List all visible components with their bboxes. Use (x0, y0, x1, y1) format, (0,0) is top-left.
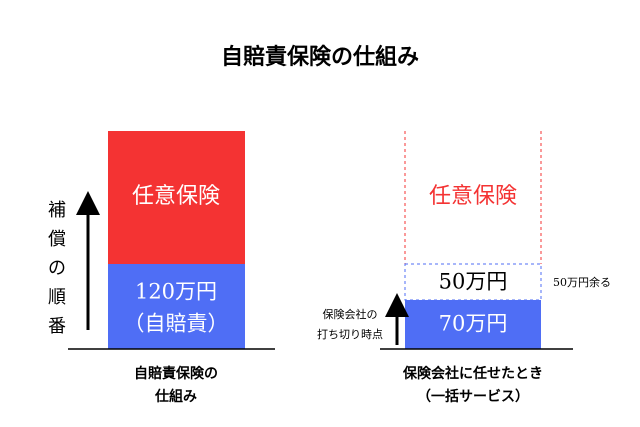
caption: 仕組み (154, 388, 197, 405)
note: 保険会社の (323, 307, 378, 321)
box-label: 50万円 (439, 270, 508, 294)
note: 打ち切り時点 (317, 327, 383, 341)
box-label: （自賠責） (124, 312, 229, 336)
axis-label-char: 補 (48, 200, 66, 221)
box-label: 120万円 (135, 280, 217, 304)
caption: 保険会社に任せたとき (402, 365, 543, 382)
axis-label-char: 順 (48, 287, 66, 308)
axis-label-char: 償 (48, 229, 66, 250)
lower-box (405, 300, 541, 349)
title: 自賠責保険の仕組み (221, 44, 419, 70)
caption: 自賠責保険の (134, 365, 218, 382)
axis-label-char: の (48, 258, 66, 279)
note: 50万円余る (553, 275, 611, 289)
box-label: 70万円 (439, 312, 508, 336)
box-label: 任意保険 (429, 184, 517, 209)
axis-label-char: 番 (48, 316, 66, 337)
box-label: 任意保険 (132, 184, 220, 209)
lower-box (108, 264, 245, 349)
upper-box (108, 131, 245, 264)
caption: （一括サービス） (417, 388, 529, 405)
